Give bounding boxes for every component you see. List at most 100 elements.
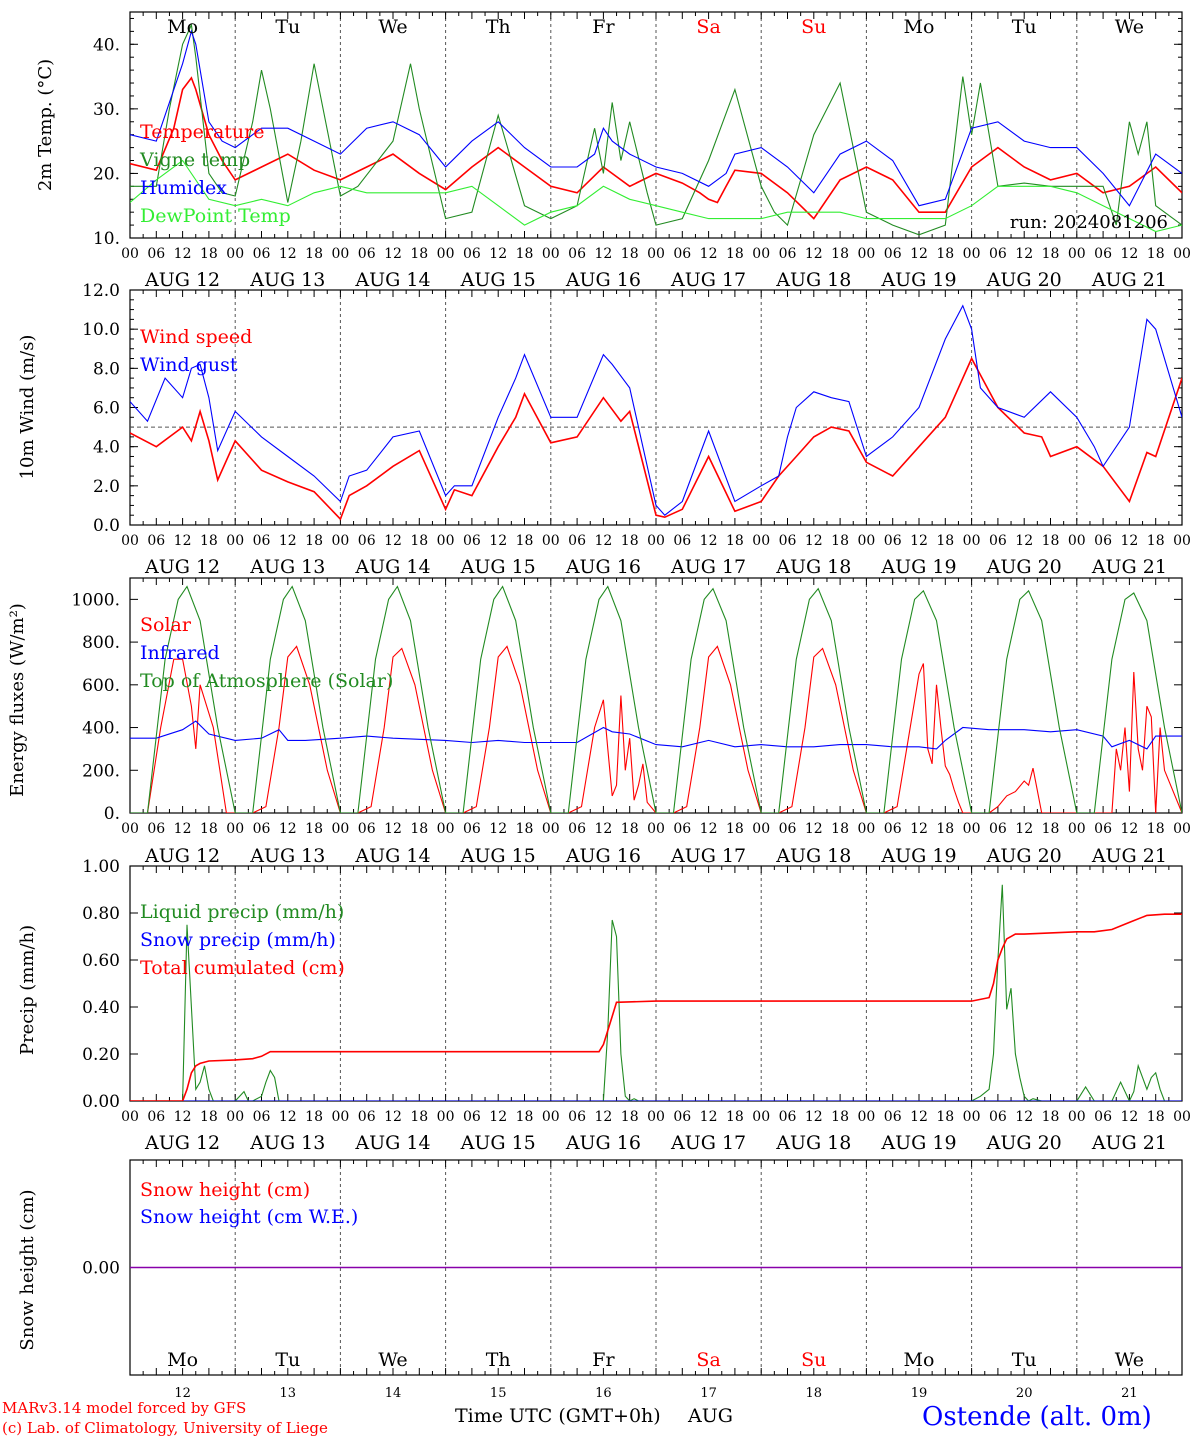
hour-tick-label: 18	[726, 821, 744, 837]
hour-tick-label: 06	[1094, 1109, 1112, 1125]
legend-entry: Wind gust	[140, 354, 238, 376]
hour-tick-label: 12	[174, 821, 192, 837]
hour-tick-label: 00	[1068, 821, 1086, 837]
hour-tick-label: 00	[121, 821, 139, 837]
weekday-label: Th	[486, 16, 511, 38]
hour-tick-label: 06	[568, 1109, 586, 1125]
day-number-label: 20	[1016, 1386, 1033, 1401]
date-label: AUG 13	[249, 269, 325, 291]
hour-tick-label: 18	[936, 246, 954, 262]
y-tick-label: 30.	[93, 100, 120, 120]
hour-tick-label: 18	[410, 821, 428, 837]
hour-tick-label: 12	[594, 533, 612, 549]
legend-entry: Liquid precip (mm/h)	[140, 901, 344, 923]
hour-tick-label: 06	[463, 533, 481, 549]
hour-tick-label: 00	[647, 821, 665, 837]
hour-tick-label: 00	[857, 533, 875, 549]
date-label: AUG 21	[1091, 269, 1167, 291]
hour-tick-label: 12	[910, 821, 928, 837]
hour-tick-label: 12	[384, 533, 402, 549]
legend-entry: Snow height (cm)	[140, 1179, 310, 1201]
hour-tick-label: 18	[410, 246, 428, 262]
y-tick-label: 0.20	[82, 1045, 120, 1065]
date-label: AUG 20	[986, 1132, 1062, 1154]
weekday-label: Tu	[1012, 1349, 1037, 1371]
hour-tick-label: 06	[673, 1109, 691, 1125]
hour-tick-label: 12	[489, 533, 507, 549]
series-line	[130, 356, 1182, 521]
hour-tick-label: 06	[463, 1109, 481, 1125]
hour-tick-label: 06	[568, 821, 586, 837]
hour-tick-label: 00	[1068, 246, 1086, 262]
weekday-label: We	[378, 1349, 407, 1371]
hour-tick-label: 00	[331, 1109, 349, 1125]
hour-tick-label: 00	[437, 1109, 455, 1125]
date-label: AUG 15	[460, 1132, 536, 1154]
weekday-label: We	[378, 16, 407, 38]
hour-tick-label: 00	[437, 246, 455, 262]
hour-tick-label: 18	[726, 246, 744, 262]
date-label: AUG 20	[986, 845, 1062, 867]
hour-tick-label: 06	[779, 533, 797, 549]
date-label: AUG 17	[670, 269, 746, 291]
hour-tick-label: 06	[989, 533, 1007, 549]
hour-tick-label: 18	[305, 246, 323, 262]
hour-tick-label: 12	[700, 533, 718, 549]
series-line	[130, 645, 1182, 813]
series-line	[130, 720, 1182, 750]
hour-tick-label: 00	[121, 246, 139, 262]
day-number-label: 17	[700, 1386, 717, 1401]
y-tick-label: 0.60	[82, 951, 120, 971]
hour-tick-label: 12	[594, 821, 612, 837]
hour-tick-label: 12	[489, 1109, 507, 1125]
hour-tick-label: 12	[910, 533, 928, 549]
legend-entry: DewPoint Temp	[140, 205, 291, 227]
hour-tick-label: 00	[542, 821, 560, 837]
hour-tick-label: 06	[253, 821, 271, 837]
date-label: AUG 17	[670, 556, 746, 578]
hour-tick-label: 00	[1173, 821, 1191, 837]
hour-tick-label: 18	[516, 533, 534, 549]
hour-tick-label: 12	[384, 1109, 402, 1125]
hour-tick-label: 00	[647, 1109, 665, 1125]
hour-tick-label: 00	[857, 246, 875, 262]
hour-tick-label: 06	[147, 1109, 165, 1125]
y-tick-label: 800.	[82, 633, 120, 653]
hour-tick-label: 12	[805, 1109, 823, 1125]
y-tick-label: 1000.	[71, 590, 120, 610]
hour-tick-label: 00	[437, 533, 455, 549]
hour-tick-label: 18	[1147, 533, 1165, 549]
date-label: AUG 12	[144, 556, 220, 578]
hour-tick-label: 12	[700, 821, 718, 837]
day-number-label: 14	[385, 1386, 402, 1401]
hour-tick-label: 06	[673, 246, 691, 262]
y-tick-label: 10.0	[82, 320, 120, 340]
date-label: AUG 21	[1091, 845, 1167, 867]
model-credit: MARv3.14 model forced by GFS	[2, 1399, 247, 1417]
date-label: AUG 19	[880, 845, 956, 867]
hour-tick-label: 00	[226, 821, 244, 837]
hour-tick-label: 00	[331, 533, 349, 549]
hour-tick-label: 06	[568, 246, 586, 262]
hour-tick-label: 18	[200, 821, 218, 837]
hour-tick-label: 18	[621, 246, 639, 262]
weekday-label: Fr	[592, 16, 615, 38]
hour-tick-label: 06	[568, 533, 586, 549]
hour-tick-label: 06	[358, 821, 376, 837]
hour-tick-label: 00	[752, 246, 770, 262]
series-line	[130, 29, 1182, 207]
legend-entry: Snow precip (mm/h)	[140, 929, 336, 951]
legend-entry: Total cumulated (cm)	[140, 957, 345, 979]
hour-tick-label: 00	[226, 246, 244, 262]
series-line	[130, 884, 1182, 1101]
hour-tick-label: 18	[1042, 246, 1060, 262]
hour-tick-label: 06	[884, 533, 902, 549]
hour-tick-label: 06	[463, 246, 481, 262]
y-tick-label: 12.0	[82, 281, 120, 301]
y-tick-label: 10.	[93, 229, 120, 249]
hour-tick-label: 06	[463, 821, 481, 837]
hour-tick-label: 06	[147, 246, 165, 262]
hour-tick-label: 18	[621, 821, 639, 837]
weekday-label: We	[1115, 16, 1144, 38]
hour-tick-label: 18	[516, 246, 534, 262]
